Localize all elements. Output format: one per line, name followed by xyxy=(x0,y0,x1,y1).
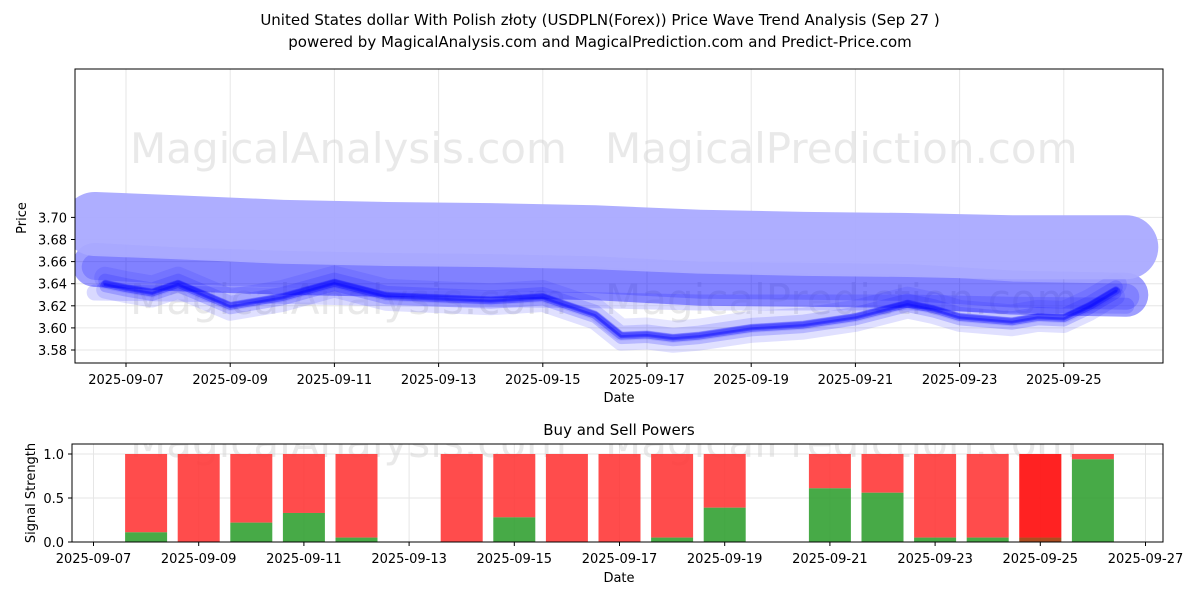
sell-power-bar xyxy=(651,454,694,538)
signal-x-tick-label: 2025-09-09 xyxy=(161,552,237,567)
chart-subtitle: powered by MagicalAnalysis.com and Magic… xyxy=(288,33,912,51)
signal-axis-ticks: 0.0 0.5 1.0 2025-09-07 2025-09-09 2025-09-11 2… xyxy=(43,448,1183,567)
price-x-tick-label: 2025-09-07 xyxy=(88,373,164,388)
price-y-tick-label: 3.66 xyxy=(38,256,67,271)
sell-power-bar xyxy=(1071,454,1114,460)
price-x-tick-label: 2025-09-15 xyxy=(505,373,581,388)
signal-x-tick-label: 2025-09-25 xyxy=(1003,552,1079,567)
signal-bars xyxy=(125,454,1114,542)
price-x-axis-label: Date xyxy=(603,391,634,406)
price-y-tick-label: 3.60 xyxy=(38,322,67,337)
signal-x-tick-label: 2025-09-07 xyxy=(56,552,132,567)
signal-x-tick-label: 2025-09-13 xyxy=(371,552,447,567)
mid-wave-band xyxy=(75,242,1149,317)
buy-power-bar xyxy=(493,517,536,542)
sell-power-bar xyxy=(703,454,746,508)
buy-power-bar xyxy=(335,537,378,542)
sell-power-bar xyxy=(598,454,641,542)
buy-power-bar xyxy=(861,492,904,542)
lower-band-line xyxy=(86,284,1135,314)
sell-power-bar xyxy=(282,454,325,513)
price-path-line xyxy=(101,278,1120,342)
signal-panel: Buy and Sell Powers MagicalAnalysis.com … xyxy=(24,421,1183,586)
mid-wave-core xyxy=(81,253,1140,310)
price-path-line xyxy=(102,279,1119,340)
price-y-tick-label: 3.62 xyxy=(38,300,67,315)
price-y-tick-label: 3.64 xyxy=(38,278,67,293)
price-plot-frame xyxy=(74,68,1164,364)
sell-power-bar xyxy=(230,454,273,523)
buy-power-bar xyxy=(125,532,168,542)
signal-y-tick-label: 0.5 xyxy=(43,492,64,507)
sell-power-bar xyxy=(545,454,588,542)
watermark-analysis-mid: MagicalAnalysis.com xyxy=(130,275,567,324)
price-path-line xyxy=(98,272,1123,342)
signal-x-tick-label: 2025-09-17 xyxy=(582,552,658,567)
price-x-tick-label: 2025-09-21 xyxy=(818,373,894,388)
price-x-tick-label: 2025-09-11 xyxy=(297,373,373,388)
price-path-line xyxy=(96,279,1125,353)
buy-power-bar xyxy=(282,512,325,542)
sell-power-bar xyxy=(914,454,957,538)
signal-plot-frame xyxy=(71,443,1164,543)
buy-power-bar xyxy=(651,537,694,542)
signal-y-axis-label: Signal Strength xyxy=(24,443,39,543)
price-wave-series xyxy=(75,192,1159,353)
signal-panel-title: Buy and Sell Powers xyxy=(543,421,695,439)
sell-power-bar xyxy=(177,454,220,542)
price-y-tick-label: 3.58 xyxy=(38,344,67,359)
buy-power-bar xyxy=(1071,459,1114,542)
price-x-tick-label: 2025-09-25 xyxy=(1026,373,1102,388)
signal-x-tick-label: 2025-09-23 xyxy=(897,552,973,567)
price-y-tick-label: 3.68 xyxy=(38,234,67,249)
price-x-tick-label: 2025-09-17 xyxy=(609,373,685,388)
watermark-analysis-top: MagicalAnalysis.com xyxy=(130,124,567,173)
sell-power-bar xyxy=(440,454,483,542)
price-x-tick-label: 2025-09-09 xyxy=(192,373,268,388)
signal-x-tick-label: 2025-09-27 xyxy=(1108,552,1184,567)
price-path-line xyxy=(94,265,1127,343)
price-wave-panel: MagicalAnalysis.com MagicalPrediction.co… xyxy=(15,68,1164,406)
sell-power-bar xyxy=(966,454,1009,538)
price-axis-ticks: 3.58 3.60 3.62 3.64 3.66 3.68 3.70 2025-09-07 20… xyxy=(38,211,1102,388)
sell-power-bar xyxy=(808,454,851,489)
signal-x-tick-label: 2025-09-11 xyxy=(266,552,342,567)
signal-x-tick-label: 2025-09-21 xyxy=(792,552,868,567)
sell-power-bar xyxy=(861,454,904,493)
watermark-prediction-top: MagicalPrediction.com xyxy=(605,124,1078,173)
buy-power-bar xyxy=(703,507,746,542)
buy-power-bar xyxy=(914,537,957,542)
signal-y-tick-label: 0.0 xyxy=(43,536,64,551)
price-x-tick-label: 2025-09-23 xyxy=(922,373,998,388)
sell-power-bar xyxy=(125,454,168,533)
signal-x-tick-label: 2025-09-15 xyxy=(477,552,553,567)
chart-title: United States dollar With Polish złoty (… xyxy=(260,11,939,29)
price-y-axis-label: Price xyxy=(15,202,30,234)
signal-y-tick-label: 1.0 xyxy=(43,448,64,463)
price-path-line xyxy=(103,282,1118,341)
strong-sell-overlay-bar xyxy=(1019,454,1062,542)
signal-x-tick-label: 2025-09-19 xyxy=(687,552,763,567)
watermark-prediction-mid: MagicalPrediction.com xyxy=(605,275,1078,324)
upper-wave-band xyxy=(75,192,1159,280)
price-y-tick-label: 3.70 xyxy=(38,211,67,226)
buy-power-bar xyxy=(966,537,1009,542)
price-x-tick-label: 2025-09-13 xyxy=(401,373,477,388)
signal-x-axis-label: Date xyxy=(603,571,634,586)
price-path-line xyxy=(99,280,1122,347)
price-x-tick-label: 2025-09-19 xyxy=(713,373,789,388)
sell-power-bar xyxy=(493,454,536,518)
buy-power-bar xyxy=(230,522,273,542)
buy-power-bar xyxy=(808,488,851,542)
sell-power-bar xyxy=(335,454,378,538)
